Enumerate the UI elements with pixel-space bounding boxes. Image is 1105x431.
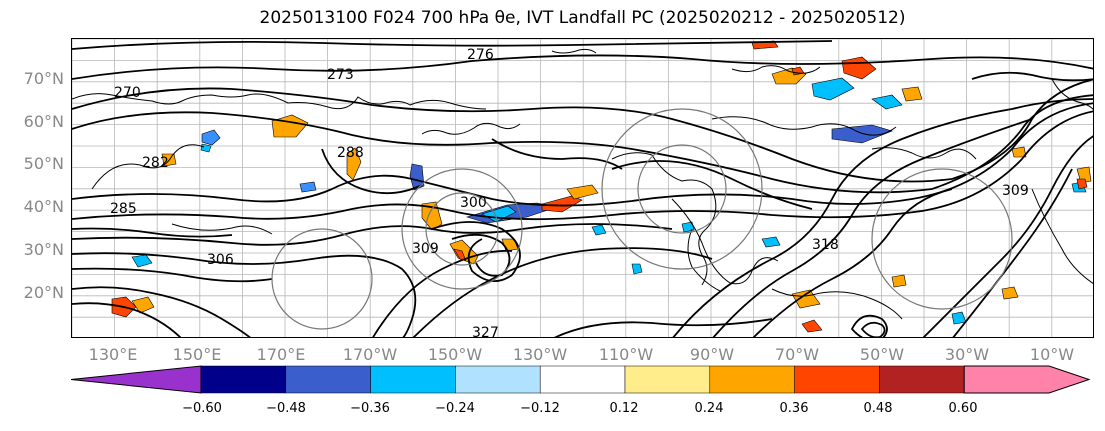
anomaly-patch xyxy=(131,254,153,268)
anomaly-patch xyxy=(299,181,317,193)
colorbar-tick-label: −0.24 xyxy=(435,401,475,416)
lat-tick-40n: 40°N xyxy=(23,197,64,216)
colorbar-tick-label: −0.60 xyxy=(182,401,222,416)
anomaly-patch xyxy=(1076,178,1088,190)
contour-label: 282 xyxy=(142,155,169,171)
anomaly-patch xyxy=(831,124,893,144)
contour-label: 270 xyxy=(114,85,141,101)
contour-label: 300 xyxy=(460,195,487,211)
theta-e-contours xyxy=(72,40,1093,337)
lat-tick-20n: 20°N xyxy=(23,283,64,302)
lat-tick-30n: 30°N xyxy=(23,240,64,259)
contour-label: 309 xyxy=(412,241,439,257)
anomaly-patch xyxy=(131,296,155,314)
lon-tick: 10°W xyxy=(1029,345,1075,364)
lat-tick-50n: 50°N xyxy=(23,154,64,173)
colorbar-box xyxy=(879,365,965,394)
colorbar-tick-label: 0.24 xyxy=(694,401,724,416)
anomaly-patch xyxy=(891,274,907,288)
lat-tick-70n: 70°N xyxy=(23,69,64,88)
shaded-anomalies xyxy=(111,40,1092,333)
colorbar-box xyxy=(455,365,541,394)
colorbar-tick-label: −0.36 xyxy=(350,401,390,416)
lon-tick: 170°E xyxy=(256,345,306,364)
anomaly-patch xyxy=(951,311,967,325)
contour-label: 288 xyxy=(337,145,364,161)
lon-tick: 170°W xyxy=(342,345,398,364)
lon-tick: 50°W xyxy=(859,345,905,364)
map-plot: 276 270 273 282 285 288 306 309 318 327 … xyxy=(72,39,1093,338)
map-title: 2025013100 F024 700 hPa θe, IVT Landfall… xyxy=(259,8,906,28)
colorbar-tick-label: 0.36 xyxy=(779,401,809,416)
lon-tick: 30°W xyxy=(944,345,990,364)
colorbar-box xyxy=(624,365,711,394)
contour-label: 306 xyxy=(207,252,234,268)
colorbar-tick-label: −0.48 xyxy=(266,401,306,416)
lon-tick: 110°W xyxy=(598,345,654,364)
colorbar-box xyxy=(285,365,371,394)
colorbar-extend-low xyxy=(71,365,202,394)
anomaly-patch xyxy=(801,319,823,333)
anomaly-patch xyxy=(1011,146,1027,158)
contour-label: 309 xyxy=(1002,183,1029,199)
contour-label: 318 xyxy=(812,237,839,253)
colorbar-box xyxy=(709,365,795,394)
contour-labels: 276 270 273 282 285 288 306 309 318 327 … xyxy=(110,47,1029,338)
anomaly-patch xyxy=(271,114,309,138)
colorbar-box xyxy=(794,365,880,394)
contour-label: 276 xyxy=(467,47,494,63)
lon-tick: 70°W xyxy=(774,345,820,364)
anomaly-patch xyxy=(453,248,467,262)
anomaly-patch xyxy=(901,86,923,102)
colorbar-extend-high xyxy=(963,365,1091,394)
map-panel: 276 270 273 282 285 288 306 309 318 327 … xyxy=(71,38,1094,338)
colorbar-tick-label: 0.12 xyxy=(609,401,639,416)
colorbar-tick-label: 0.60 xyxy=(948,401,978,416)
lon-tick: 130°W xyxy=(512,345,568,364)
colorbar-tick-label: 0.48 xyxy=(863,401,893,416)
anomaly-patch xyxy=(681,221,695,233)
anomaly-patch xyxy=(631,263,643,275)
anomaly-patch xyxy=(409,163,425,191)
lat-tick-60n: 60°N xyxy=(23,112,64,131)
anomaly-patch xyxy=(201,129,221,146)
anomaly-patch xyxy=(346,147,362,181)
colorbar-tick-label: −0.12 xyxy=(520,401,560,416)
colorbar-box xyxy=(539,365,626,394)
colorbar xyxy=(71,365,1091,394)
lon-tick: 130°E xyxy=(88,345,138,364)
lon-tick: 90°W xyxy=(689,345,735,364)
lon-tick: 150°E xyxy=(172,345,222,364)
anomaly-patch xyxy=(1001,286,1019,300)
anomaly-patch xyxy=(566,184,599,200)
auxiliary-contours xyxy=(271,108,1013,330)
anomaly-patch xyxy=(761,236,781,248)
contour-label: 327 xyxy=(472,325,499,338)
contour-label: 273 xyxy=(327,67,354,83)
anomaly-patch xyxy=(811,77,855,101)
lon-tick: 150°W xyxy=(427,345,483,364)
anomaly-patch xyxy=(871,94,903,110)
contour-label: 285 xyxy=(110,201,137,217)
colorbar-box xyxy=(200,365,287,394)
colorbar-box xyxy=(370,365,456,394)
anomaly-patch xyxy=(200,143,212,153)
anomaly-patch xyxy=(449,239,479,265)
anomaly-patch xyxy=(591,224,607,236)
